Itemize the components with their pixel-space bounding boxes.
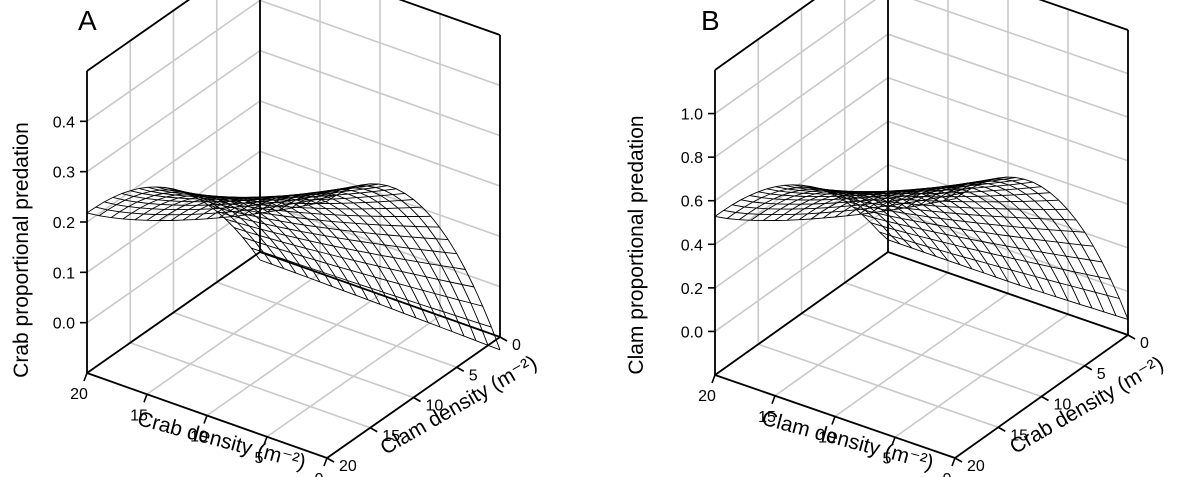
mesh-line-x-12 — [858, 188, 1033, 290]
mesh-line-y-18 — [242, 236, 483, 307]
mesh-line-y-12 — [190, 194, 431, 217]
y-tick-label: 5 — [469, 367, 478, 384]
y-tick-label: 20 — [339, 458, 357, 475]
mesh-line-y-20 — [259, 259, 501, 351]
mesh-line-x-12 — [230, 195, 405, 314]
grid-lines — [86, 0, 501, 459]
mesh-line-x-19 — [314, 185, 489, 346]
y-tick-label: 20 — [967, 458, 985, 475]
z-tick-label: 1.0 — [681, 107, 703, 124]
mesh-line-y-17 — [861, 213, 1103, 263]
mesh-line-y-15 — [844, 200, 1085, 233]
x-tick-label: 0 — [315, 471, 324, 477]
mesh-line-y-16 — [225, 218, 466, 270]
y-tick-label: 5 — [1097, 366, 1106, 383]
mesh-line-x-11 — [218, 196, 393, 310]
y-tick-label: 15 — [382, 428, 400, 445]
mesh-line-y-19 — [879, 231, 1120, 299]
x-tick-label: 5 — [883, 450, 892, 467]
y-tick-label: 0 — [1140, 335, 1149, 352]
x-tick-label: 10 — [818, 430, 836, 447]
mesh-line-x-18 — [930, 180, 1105, 313]
mesh-line-y-17 — [233, 227, 475, 288]
mesh-line-y-16 — [853, 206, 1094, 247]
mesh-line-x-20 — [326, 183, 501, 350]
panel-label: B — [701, 5, 720, 36]
mesh-line-y-13 — [827, 191, 1068, 210]
z-tick-label: 0.2 — [681, 281, 703, 298]
surface-mesh — [714, 176, 1129, 320]
mesh-line-x-16 — [278, 190, 453, 332]
mesh-line-x-14 — [882, 186, 1057, 298]
x-tick-label: 5 — [255, 450, 264, 467]
x-tick-label: 15 — [758, 409, 776, 426]
mesh-line-x-17 — [918, 182, 1093, 309]
surface-mesh — [86, 183, 501, 351]
z-tick-label: 0.4 — [53, 114, 75, 131]
x-axis-ticks: 20 15 10 5 0 — [70, 372, 328, 477]
y-axis-ticks: 0 5 10 15 20 — [954, 334, 1149, 475]
z-tick-label: 0.0 — [53, 316, 75, 333]
mesh-line-y-11 — [182, 191, 423, 210]
x-tick-label: 20 — [698, 388, 716, 405]
mesh-line-x-16 — [906, 183, 1081, 305]
z-tick-label: 0.6 — [681, 194, 703, 211]
z-axis-label: Clam proportional predation — [625, 115, 648, 374]
mesh-line-y-10 — [173, 188, 414, 205]
z-tick-label: 0.2 — [53, 215, 75, 232]
z-tick-label: 0.4 — [681, 237, 703, 254]
mesh-line-x-18 — [302, 187, 477, 341]
y-tick-label: 10 — [426, 398, 444, 415]
x-axis-label: Clam density (m⁻²) — [759, 407, 936, 475]
x-tick-label: 10 — [190, 429, 208, 446]
z-tick-label: 0.8 — [681, 150, 703, 167]
x-axis-label: Crab density (m⁻²) — [135, 407, 308, 474]
mesh-line-y-11 — [810, 185, 1051, 198]
z-axis-ticks: 0.0 0.1 0.2 0.3 0.4 — [53, 114, 87, 333]
mesh-line-x-20 — [954, 176, 1129, 320]
panel-b: 0.0 0.2 0.4 0.6 0.8 1.0 20 15 10 5 0 0 5 10 15 20 B Clam … — [593, 0, 1186, 477]
panel-a: 0.0 0.1 0.2 0.3 0.4 20 15 10 5 0 0 5 10 15 20 A Crab pro… — [10, 0, 541, 477]
mesh-line-x-13 — [870, 187, 1045, 294]
mesh-line-x-17 — [290, 189, 465, 337]
y-tick-label: 15 — [1010, 427, 1028, 444]
mesh-line-x-15 — [894, 185, 1069, 301]
z-tick-label: 0.0 — [681, 324, 703, 341]
y-tick-label: 10 — [1054, 397, 1072, 414]
mesh-line-x-14 — [254, 193, 429, 323]
mesh-line-y-20 — [887, 239, 1129, 320]
mesh-line-x-11 — [846, 189, 1021, 286]
mesh-line-y-15 — [216, 210, 457, 255]
y-tick-label: 0 — [512, 337, 521, 354]
x-axis-ticks: 20 15 10 5 0 — [698, 374, 956, 477]
mesh-line-y-14 — [207, 204, 449, 241]
mesh-line-y-14 — [835, 195, 1077, 221]
surface-plot-b: 0.0 0.2 0.4 0.6 0.8 1.0 20 15 10 5 0 0 5 10 15 20 B Clam … — [625, 0, 1168, 477]
z-tick-label: 0.3 — [53, 165, 75, 182]
y-axis-ticks: 0 5 10 15 20 — [326, 336, 521, 475]
x-tick-label: 15 — [130, 407, 148, 424]
x-tick-label: 20 — [70, 386, 88, 403]
mesh-line-y-13 — [199, 198, 440, 228]
mesh-line-x-15 — [266, 192, 441, 328]
x-tick-label: 0 — [943, 471, 952, 477]
mesh-line-y-18 — [870, 222, 1111, 280]
mesh-line-y-19 — [251, 247, 492, 328]
surface-plot-a: 0.0 0.1 0.2 0.3 0.4 20 15 10 5 0 0 5 10 15 20 A Crab pro… — [10, 0, 541, 477]
mesh-line-y-12 — [818, 188, 1059, 203]
z-tick-label: 0.1 — [53, 265, 75, 282]
axes-box — [714, 0, 1129, 459]
mesh-line-x-19 — [942, 178, 1117, 316]
mesh-line-x-13 — [242, 194, 417, 319]
panel-label: A — [78, 5, 97, 36]
z-axis-label: Crab proportional predation — [10, 122, 33, 378]
z-axis-ticks: 0.0 0.2 0.4 0.6 0.8 1.0 — [681, 107, 715, 341]
